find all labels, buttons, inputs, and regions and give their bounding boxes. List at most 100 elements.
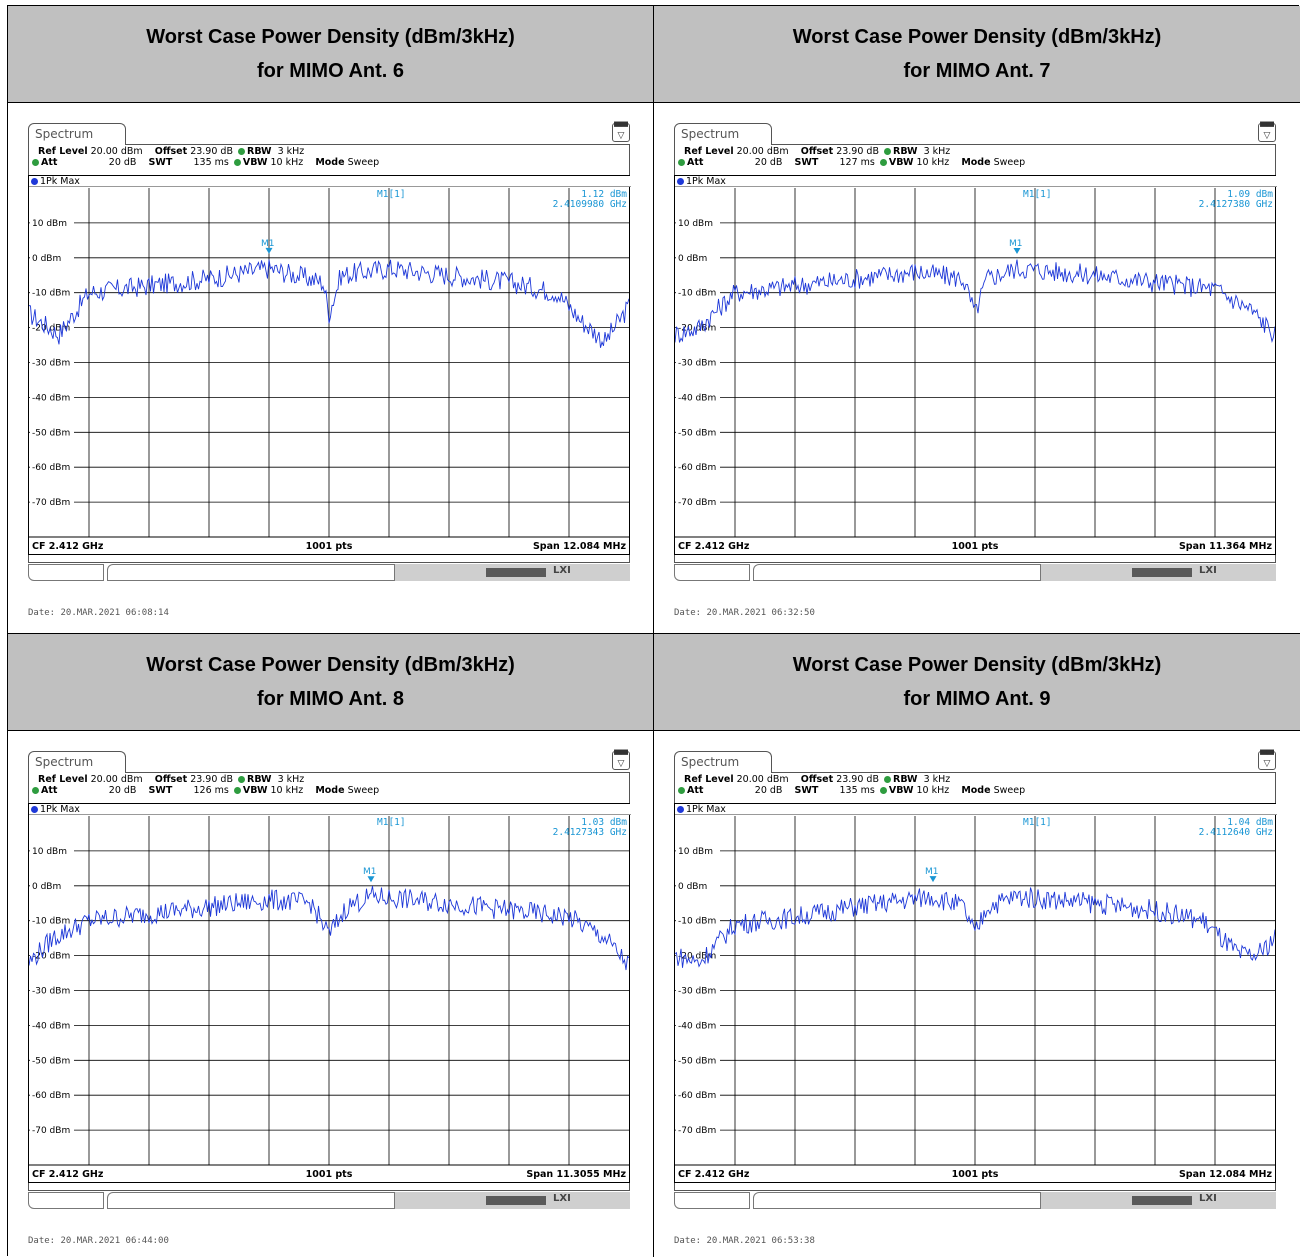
y-tick-label: -70 dBm [32,1126,70,1136]
y-tick-label: 0 dBm [678,254,707,264]
marker-readout-frequency: 2.4112640 GHz [1199,827,1273,838]
spectrum-trace [29,259,629,348]
tick-label-bg [30,879,74,891]
marker-triangle [929,876,937,883]
spectrum-trace [675,887,1275,968]
center-frequency-label: CF 2.412 GHz [678,1169,750,1180]
y-tick-label: -50 dBm [32,428,70,438]
tick-label-bg [30,984,74,996]
menu-icon[interactable]: ▀▀ ▽ [612,751,630,770]
y-tick-label: 0 dBm [678,882,707,892]
menu-icon[interactable]: ▀▀ ▽ [1258,751,1276,770]
tab-divider [125,144,630,145]
tick-label-bg [30,321,74,333]
tick-label-bg [30,1019,74,1031]
y-tick-label: -60 dBm [678,1091,716,1101]
tick-label-bg [676,914,720,926]
points-label: 1001 pts [952,541,999,552]
tick-label-bg [30,356,74,368]
lxi-icon: LXI [553,565,571,576]
tick-label-bg [676,1054,720,1066]
tick-label-bg [30,914,74,926]
marker-readout-level: 1.04 dBm [1227,817,1273,828]
panel-heading-cell: Worst Case Power Density (dBm/3kHz) for … [8,6,654,103]
marker-tag-label: M1 [1009,239,1023,249]
menu-icon[interactable]: ▀▀ ▽ [612,123,630,142]
panel-heading-cell: Worst Case Power Density (dBm/3kHz) for … [654,634,1300,731]
tick-label-bg [676,879,720,891]
y-tick-label: 10 dBm [678,219,713,229]
marker-tag-label: M1 [261,239,275,249]
panel-heading-cell: Worst Case Power Density (dBm/3kHz) for … [654,6,1300,103]
tick-label-bg [676,1089,720,1101]
y-tick-label: -10 dBm [32,917,70,927]
y-tick-label: -70 dBm [678,498,716,508]
center-frequency-label: CF 2.412 GHz [32,1169,104,1180]
tick-label-bg [30,844,74,856]
marker-tag-label: M1 [363,867,377,877]
spectrum-analyzer-screenshot: Spectrum ▀▀ ▽ Ref Level 20.00 dBm Offset … [674,751,1280,1246]
tab-spectrum[interactable]: Spectrum [28,751,126,773]
tick-label-bg [30,1124,74,1136]
tab-spectrum[interactable]: Spectrum [674,751,772,773]
panel-title: Worst Case Power Density (dBm/3kHz) [146,654,515,676]
y-tick-label: 10 dBm [678,847,713,857]
screenshot-cell: Spectrum ▀▀ ▽ Ref Level 20.00 dBm Offset … [654,103,1300,634]
spectrum-analyzer-screenshot: Spectrum ▀▀ ▽ Ref Level 20.00 dBm Offset … [28,123,634,618]
settings-row-2: Att 20 dB SWT 127 ms VBW 10 kHz Mode Swe… [676,157,1025,168]
marker-readout-frequency: 2.4109980 GHz [553,199,627,210]
trace-area: 1Pk Max 10 dBm 0 dBm -10 dBm -20 dBm -30 dBm… [674,175,1277,555]
y-tick-label: -30 dBm [32,987,70,997]
screenshot-cell: Spectrum ▀▀ ▽ Ref Level 20.00 dBm Offset … [654,731,1300,1257]
status-field-middle [107,1192,395,1209]
y-tick-label: 0 dBm [32,882,61,892]
marker-readout-level: 1.09 dBm [1227,189,1273,200]
marker-readout-frequency: 2.4127380 GHz [1199,199,1273,210]
y-tick-label: -10 dBm [32,289,70,299]
tick-label-bg [676,844,720,856]
y-tick-label: -20 dBm [678,952,716,962]
marker-readout-level: 1.12 dBm [581,189,627,200]
status-bar: LXI [28,1192,630,1209]
tick-label-bg [676,496,720,508]
settings-row-1: Ref Level 20.00 dBm Offset 23.90 dB RBW … [38,774,305,785]
center-frequency-label: CF 2.412 GHz [32,541,104,552]
status-field-left [674,1192,750,1209]
trace-label: 1Pk Max [29,176,631,187]
tab-spectrum[interactable]: Spectrum [28,123,126,145]
settings-row-2: Att 20 dB SWT 135 ms VBW 10 kHz Mode Swe… [30,157,379,168]
marker-readout-level: 1.03 dBm [581,817,627,828]
settings-row-2: Att 20 dB SWT 126 ms VBW 10 kHz Mode Swe… [30,785,379,796]
status-field-middle [753,564,1041,581]
status-field-left [28,564,104,581]
marker-readout-name: M1[1] [377,189,406,200]
y-tick-label: -70 dBm [32,498,70,508]
menu-icon[interactable]: ▀▀ ▽ [1258,123,1276,142]
tab-divider [125,772,630,773]
trace-label: 1Pk Max [675,804,1277,815]
tick-label-bg [676,1124,720,1136]
tick-label-bg [676,356,720,368]
trace-label: 1Pk Max [29,804,631,815]
lxi-icon: LXI [1199,565,1217,576]
tick-label-bg [30,286,74,298]
tab-spectrum[interactable]: Spectrum [674,123,772,145]
panel-subtitle: for MIMO Ant. 8 [256,688,405,710]
tick-label-bg [30,426,74,438]
settings-row-1: Ref Level 20.00 dBm Offset 23.90 dB RBW … [684,146,951,157]
panel-title: Worst Case Power Density (dBm/3kHz) [792,26,1162,48]
screenshot-cell: Spectrum ▀▀ ▽ Ref Level 20.00 dBm Offset … [8,103,654,634]
marker-readout-frequency: 2.4127343 GHz [553,827,627,838]
status-field-left [28,1192,104,1209]
y-tick-label: -10 dBm [678,289,716,299]
tick-label-bg [30,391,74,403]
marker-readout-name: M1[1] [1023,817,1052,828]
spectrum-trace [29,886,629,971]
tick-label-bg [676,461,720,473]
panel-heading-cell: Worst Case Power Density (dBm/3kHz) for … [8,634,654,731]
tick-label-bg [30,216,74,228]
status-field-middle [753,1192,1041,1209]
y-tick-label: -60 dBm [32,1091,70,1101]
status-bar: LXI [28,564,630,581]
